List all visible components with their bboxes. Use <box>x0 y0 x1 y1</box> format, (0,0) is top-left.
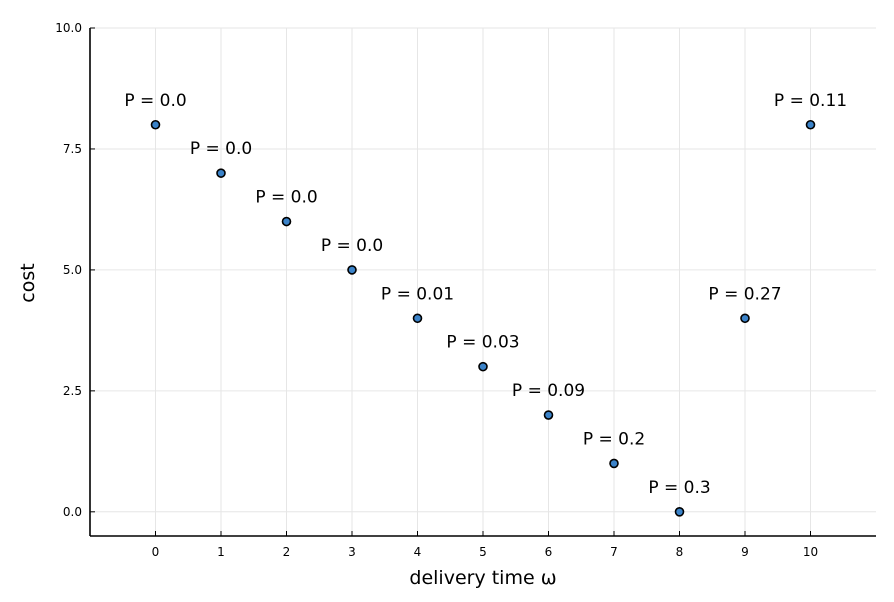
data-point <box>150 119 161 130</box>
grid <box>90 27 876 536</box>
y-tick-label: 2.5 <box>63 384 82 398</box>
data-point-label: P = 0.3 <box>648 478 710 498</box>
x-tick-label: 3 <box>348 545 356 559</box>
data-point <box>805 119 816 130</box>
x-tick-label: 0 <box>152 545 160 559</box>
data-point-label: P = 0.03 <box>446 333 519 353</box>
data-point <box>740 313 750 324</box>
data-point <box>347 265 357 275</box>
data-point-label: P = 0.0 <box>321 236 383 256</box>
x-tick-label: 2 <box>283 545 291 559</box>
data-point-label: P = 0.0 <box>255 188 317 208</box>
y-tick-label: 7.5 <box>63 142 82 156</box>
x-axis-title: delivery time ω <box>409 567 556 589</box>
x-tick-label: 1 <box>217 545 225 559</box>
data-point-label: P = 0.27 <box>708 284 781 304</box>
data-point <box>674 507 685 517</box>
data-points <box>150 119 816 517</box>
x-tick-label: 6 <box>545 545 553 559</box>
data-point-label: P = 0.0 <box>124 91 186 111</box>
x-tick-label: 5 <box>479 545 487 559</box>
y-tick-label: 5.0 <box>63 263 82 277</box>
data-point <box>412 313 423 324</box>
y-axis-title: cost <box>17 263 39 302</box>
data-point <box>543 410 554 420</box>
x-tick-label: 10 <box>803 545 818 559</box>
x-tick-label: 7 <box>610 545 618 559</box>
data-point-label: P = 0.2 <box>583 429 645 449</box>
y-tick-label: 0.0 <box>63 505 82 519</box>
data-point <box>478 361 488 372</box>
data-point-label: P = 0.0 <box>190 139 252 159</box>
data-point-label: P = 0.09 <box>512 381 585 401</box>
data-point <box>281 216 292 227</box>
data-point <box>216 168 226 178</box>
data-point-label: P = 0.11 <box>774 91 847 111</box>
point-labels: P = 0.0 P = 0.0 P = 0.0 P = 0.0 P = 0.01 P = … <box>124 91 847 498</box>
x-tick-label: 4 <box>414 545 422 559</box>
x-tick-label: 8 <box>676 545 684 559</box>
ticks: 0 1 2 3 4 5 6 7 8 9 10 0.0 2.5 5.0 7.5 10.0 <box>55 21 818 559</box>
x-tick-label: 9 <box>741 545 749 559</box>
y-tick-label: 10.0 <box>55 21 82 35</box>
data-point <box>609 458 619 469</box>
data-point-label: P = 0.01 <box>381 284 454 304</box>
